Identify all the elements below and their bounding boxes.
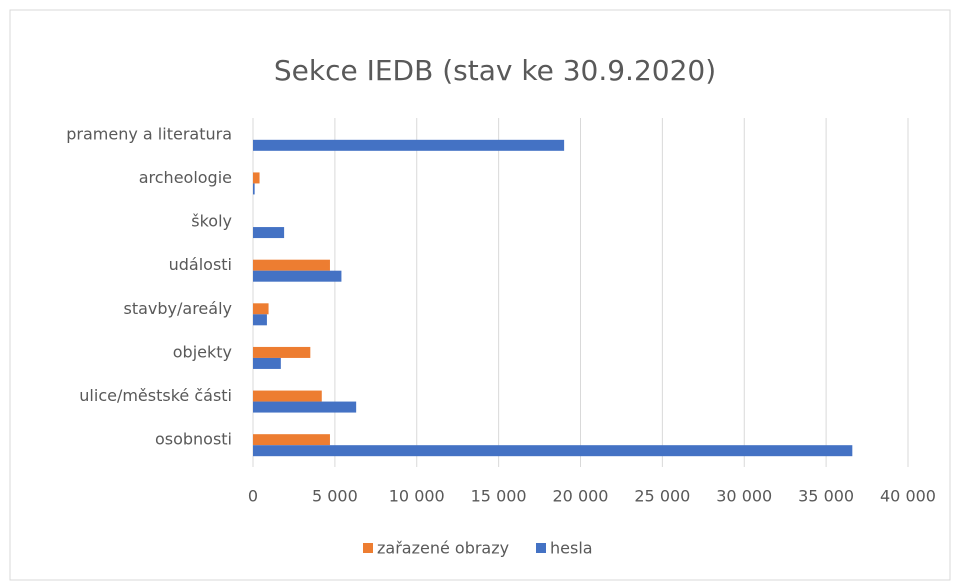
x-tick-label: 25 000 (634, 487, 690, 506)
legend-swatch (363, 543, 373, 553)
x-tick-label: 30 000 (716, 487, 772, 506)
bar (253, 227, 285, 239)
y-tick-label: prameny a literatura (66, 124, 232, 143)
chart-frame (9, 9, 951, 581)
bar (253, 445, 853, 457)
bar (253, 434, 330, 446)
bar (253, 346, 311, 358)
x-tick-label: 10 000 (389, 487, 445, 506)
bar (253, 303, 269, 315)
y-tick-label: archeologie (139, 168, 232, 187)
bar (253, 172, 260, 184)
x-tick-label: 0 (248, 487, 258, 506)
y-tick-label: objekty (173, 342, 232, 361)
legend-label: zařazené obrazy (377, 539, 509, 558)
legend-label: hesla (550, 539, 593, 558)
x-tick-label: 20 000 (553, 487, 609, 506)
legend-swatch (536, 543, 546, 553)
y-tick-label: ulice/městské části (79, 386, 232, 405)
y-tick-label: osobnosti (155, 430, 232, 449)
bar (253, 390, 322, 402)
chart-title: Sekce IEDB (stav ke 30.9.2020) (274, 54, 716, 87)
x-tick-label: 5 000 (312, 487, 358, 506)
bar (253, 270, 342, 282)
bar (253, 314, 267, 326)
bar (253, 401, 357, 413)
x-tick-label: 15 000 (471, 487, 527, 506)
y-tick-label: události (169, 255, 232, 274)
y-tick-label: stavby/areály (124, 299, 233, 318)
bar (253, 259, 330, 271)
bar (253, 183, 255, 195)
bar (253, 139, 565, 151)
bar (253, 357, 281, 369)
y-tick-label: školy (191, 212, 232, 231)
x-tick-label: 40 000 (880, 487, 936, 506)
x-tick-label: 35 000 (798, 487, 854, 506)
